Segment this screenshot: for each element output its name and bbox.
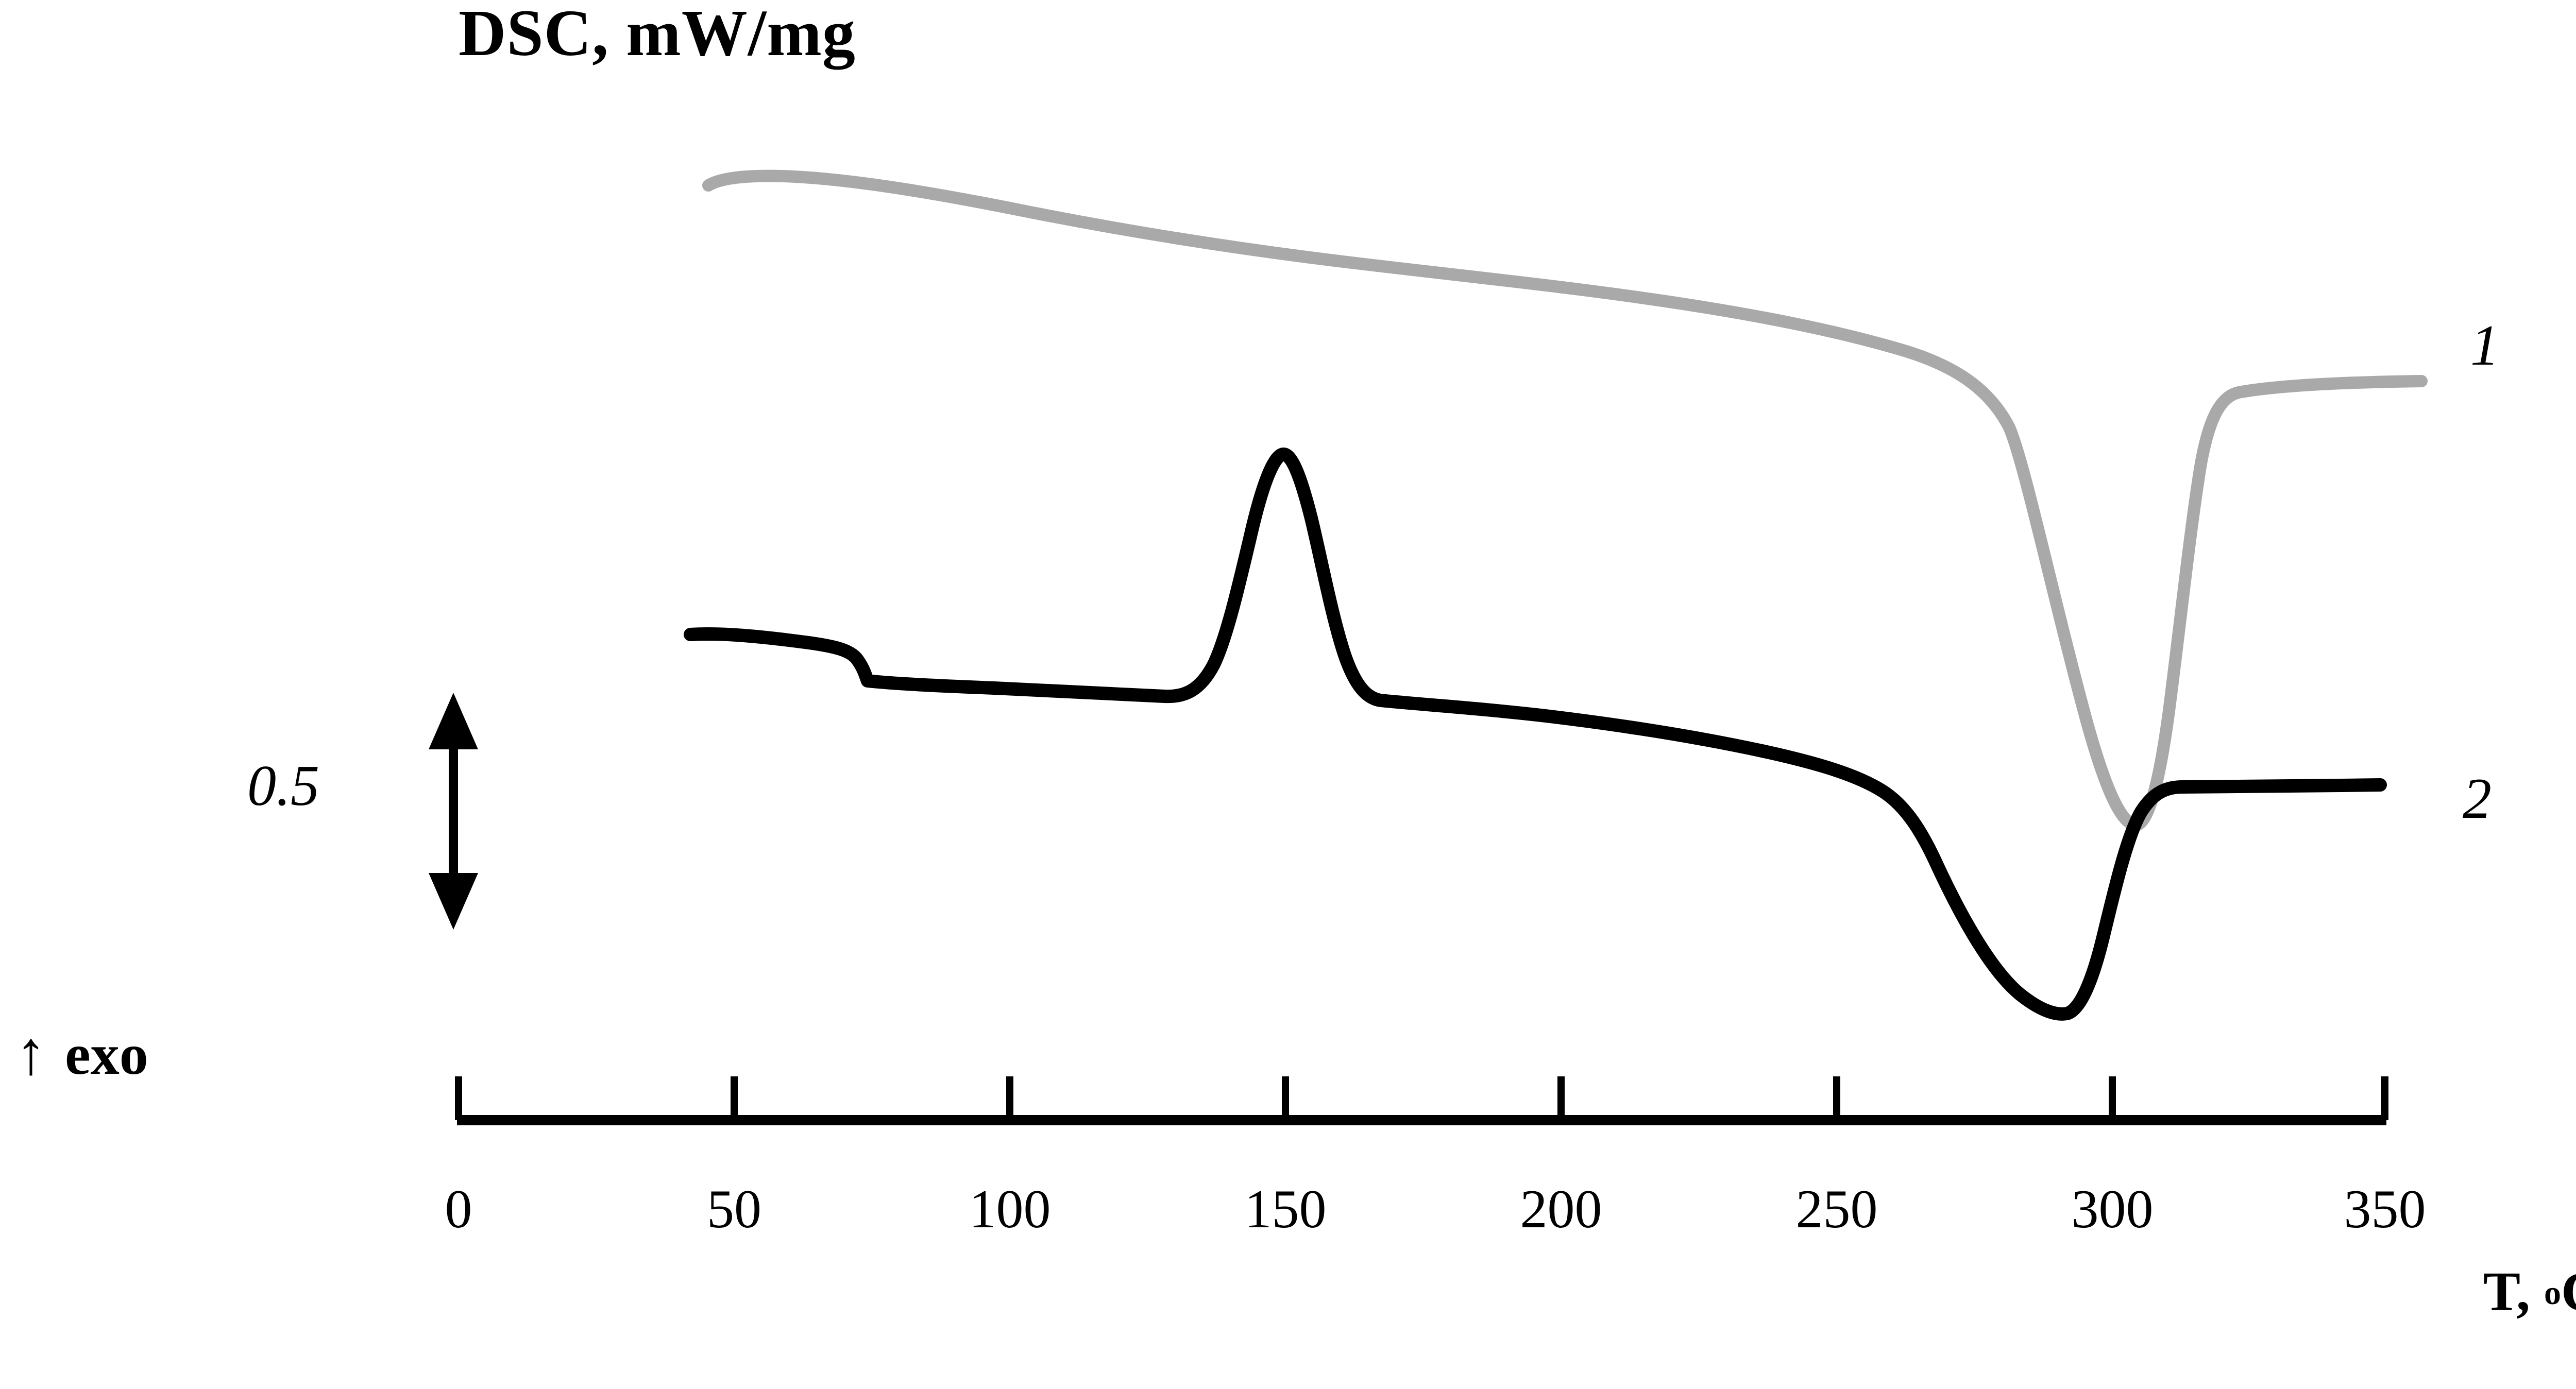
x-tick-label-0: 0 xyxy=(445,1179,472,1239)
x-tick-label-250: 250 xyxy=(1795,1179,1878,1239)
x-tick-label-200: 200 xyxy=(1520,1179,1602,1239)
degree-icon: o xyxy=(2544,1274,2562,1312)
exo-direction-indicator: ↑ exo xyxy=(15,1022,148,1084)
series-1-curve xyxy=(702,169,2428,831)
x-axis-title-unit: C xyxy=(2561,1261,2576,1323)
x-tick-label-350: 350 xyxy=(2344,1179,2426,1239)
x-tick-label-100: 100 xyxy=(969,1179,1051,1239)
series-1-label: 1 xyxy=(2470,314,2499,378)
series-2-label: 2 xyxy=(2463,767,2492,831)
x-axis-title: T, oC xyxy=(2483,1264,2576,1320)
x-tick-label-300: 300 xyxy=(2071,1179,2154,1239)
series-2-curve xyxy=(684,448,2387,1021)
scale-bar-arrow xyxy=(429,693,478,930)
page-title: DSC, mW/mg xyxy=(459,0,856,70)
x-axis-title-main: T, xyxy=(2483,1261,2545,1323)
up-arrow-icon: ↑ xyxy=(15,1019,46,1087)
x-axis-ticks xyxy=(455,1076,2388,1120)
exo-text: exo xyxy=(65,1023,148,1087)
x-tick-label-50: 50 xyxy=(707,1179,761,1239)
scale-bar-label: 0.5 xyxy=(247,754,319,818)
x-tick-label-150: 150 xyxy=(1244,1179,1327,1239)
